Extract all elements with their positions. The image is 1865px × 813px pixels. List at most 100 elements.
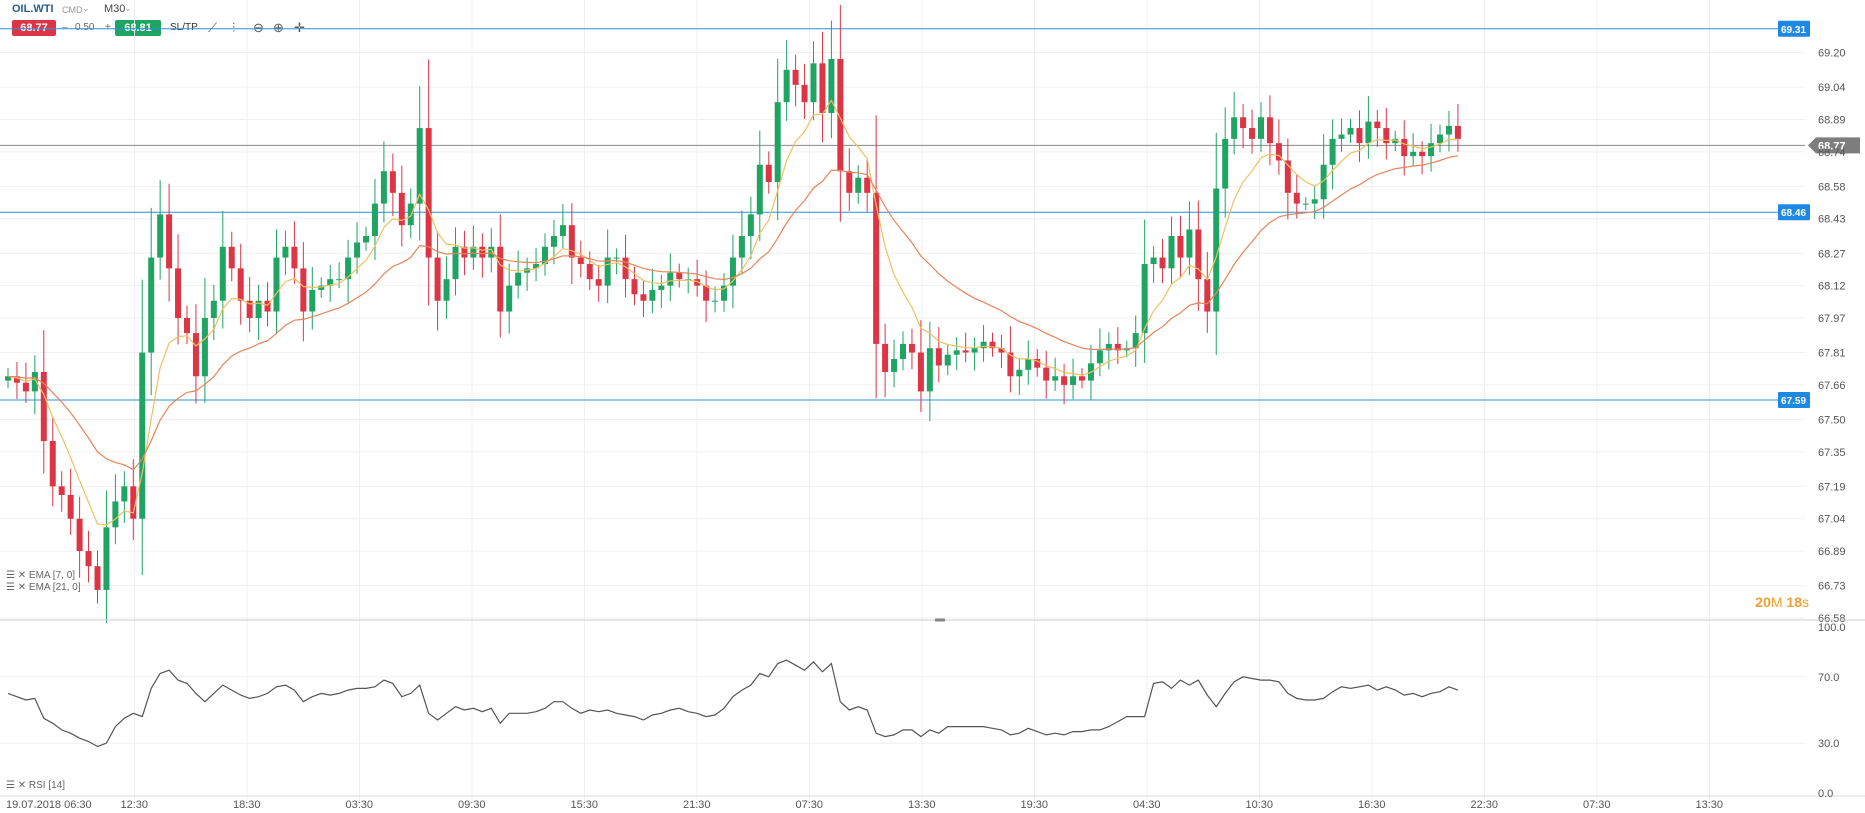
candle-body[interactable] bbox=[210, 300, 217, 318]
candle-body[interactable] bbox=[568, 225, 575, 258]
candle-body[interactable] bbox=[479, 246, 486, 258]
candle-body[interactable] bbox=[380, 171, 387, 204]
candle-body[interactable] bbox=[1240, 117, 1247, 129]
candle-body[interactable] bbox=[201, 318, 208, 377]
candle-body[interactable] bbox=[721, 285, 727, 301]
candle-body[interactable] bbox=[1374, 121, 1381, 129]
candle-body[interactable] bbox=[765, 164, 772, 183]
candle-body[interactable] bbox=[345, 257, 352, 280]
candle-body[interactable] bbox=[1428, 143, 1435, 157]
candle-body[interactable] bbox=[1016, 369, 1023, 377]
candle-body[interactable] bbox=[533, 264, 540, 269]
candle-body[interactable] bbox=[58, 486, 65, 495]
candle-body[interactable] bbox=[703, 285, 710, 301]
candle-body[interactable] bbox=[1231, 117, 1238, 139]
candle-body[interactable] bbox=[1070, 376, 1077, 385]
timeframe-selector[interactable]: M30 bbox=[104, 3, 126, 15]
candle-body[interactable] bbox=[658, 285, 665, 290]
candle-body[interactable] bbox=[712, 300, 719, 302]
candle-body[interactable] bbox=[237, 268, 244, 301]
candle-body[interactable] bbox=[1150, 257, 1157, 265]
candle-body[interactable] bbox=[94, 566, 101, 590]
candle-body[interactable] bbox=[676, 272, 683, 280]
candle-body[interactable] bbox=[846, 171, 853, 193]
candle-body[interactable] bbox=[452, 246, 459, 280]
candle-body[interactable] bbox=[121, 486, 128, 502]
candle-body[interactable] bbox=[1213, 188, 1220, 312]
candle-type-icon[interactable]: ⫶ bbox=[232, 20, 236, 35]
candle-body[interactable] bbox=[1168, 235, 1175, 269]
candle-body[interactable] bbox=[577, 257, 584, 265]
candle-body[interactable] bbox=[971, 348, 978, 353]
candle-body[interactable] bbox=[1043, 367, 1050, 381]
volume-increase-button[interactable]: + bbox=[105, 22, 111, 33]
candle-body[interactable] bbox=[1258, 117, 1264, 139]
candle-body[interactable] bbox=[166, 214, 173, 269]
candle-body[interactable] bbox=[336, 279, 343, 281]
candle-body[interactable] bbox=[559, 225, 566, 236]
candle-body[interactable] bbox=[828, 59, 835, 113]
candle-body[interactable] bbox=[398, 192, 405, 226]
candle-body[interactable] bbox=[667, 272, 674, 286]
candle-body[interactable] bbox=[962, 350, 969, 353]
candle-body[interactable] bbox=[192, 333, 199, 377]
candle-body[interactable] bbox=[1410, 151, 1417, 157]
candle-body[interactable] bbox=[371, 203, 378, 236]
candle-body[interactable] bbox=[425, 128, 432, 258]
candle-body[interactable] bbox=[1105, 343, 1112, 351]
candle-body[interactable] bbox=[783, 69, 790, 103]
candle-body[interactable] bbox=[586, 264, 593, 280]
candle-body[interactable] bbox=[157, 214, 164, 258]
candle-body[interactable] bbox=[219, 246, 226, 301]
candle-body[interactable] bbox=[855, 177, 862, 193]
line-chart-icon[interactable]: ⟋ bbox=[208, 20, 218, 35]
candle-body[interactable] bbox=[550, 235, 557, 247]
candle-body[interactable] bbox=[515, 272, 522, 286]
legend-ema-fast[interactable]: ☰ ✕ EMA [7, 0] bbox=[6, 570, 76, 581]
candle-body[interactable] bbox=[354, 242, 361, 258]
zoom-in-icon[interactable]: ⊕ bbox=[273, 20, 284, 35]
zoom-out-icon[interactable]: ⊖ bbox=[253, 20, 264, 35]
candle-body[interactable] bbox=[67, 494, 74, 519]
candle-body[interactable] bbox=[1293, 192, 1300, 204]
candle-body[interactable] bbox=[1034, 359, 1041, 368]
candle-body[interactable] bbox=[264, 300, 271, 312]
candle-body[interactable] bbox=[246, 300, 253, 318]
volume-value[interactable]: 0.50 bbox=[75, 22, 95, 33]
candle-body[interactable] bbox=[1222, 138, 1229, 189]
candle-body[interactable] bbox=[282, 246, 289, 258]
candle-body[interactable] bbox=[22, 382, 29, 392]
candle-body[interactable] bbox=[944, 354, 951, 366]
symbol-dropdown-icon[interactable]: ⌄ bbox=[82, 3, 90, 13]
candle-body[interactable] bbox=[1284, 160, 1291, 193]
candle-body[interactable] bbox=[891, 359, 898, 372]
candle-body[interactable] bbox=[1419, 151, 1426, 157]
candle-body[interactable] bbox=[935, 348, 942, 366]
candle-body[interactable] bbox=[1061, 376, 1068, 385]
candle-body[interactable] bbox=[407, 203, 414, 226]
candle-body[interactable] bbox=[327, 279, 334, 286]
candle-body[interactable] bbox=[112, 501, 119, 528]
candle-body[interactable] bbox=[649, 289, 656, 301]
candle-body[interactable] bbox=[1114, 343, 1121, 351]
timeframe-dropdown-icon[interactable]: ⌄ bbox=[124, 3, 132, 13]
candle-body[interactable] bbox=[434, 257, 441, 301]
candle-body[interactable] bbox=[175, 268, 182, 318]
candle-body[interactable] bbox=[506, 285, 513, 312]
candle-body[interactable] bbox=[1177, 235, 1184, 258]
candle-body[interactable] bbox=[882, 343, 889, 372]
candle-body[interactable] bbox=[228, 246, 235, 269]
candle-body[interactable] bbox=[443, 279, 450, 301]
candle-body[interactable] bbox=[729, 257, 736, 286]
candle-body[interactable] bbox=[1025, 359, 1032, 370]
candle-body[interactable] bbox=[819, 63, 826, 113]
candle-body[interactable] bbox=[864, 177, 871, 193]
buy-button[interactable]: 68.81 bbox=[115, 20, 161, 36]
candle-body[interactable] bbox=[1079, 376, 1085, 381]
candle-body[interactable] bbox=[613, 257, 620, 259]
candle-body[interactable] bbox=[801, 84, 808, 103]
candle-body[interactable] bbox=[31, 371, 38, 392]
candle-body[interactable] bbox=[273, 257, 280, 312]
candle-body[interactable] bbox=[363, 235, 369, 243]
candle-body[interactable] bbox=[1454, 125, 1461, 139]
